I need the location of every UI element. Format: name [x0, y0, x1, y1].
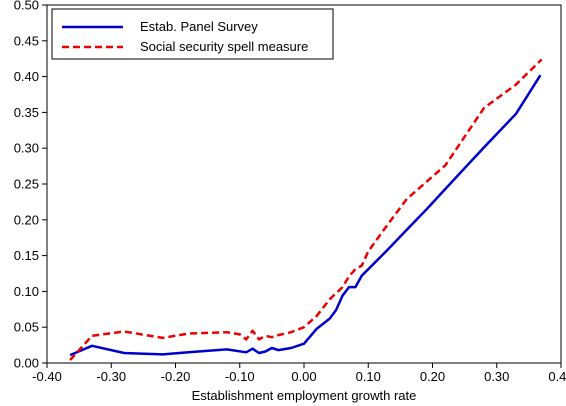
- legend-label-estab-panel-survey: Estab. Panel Survey: [140, 19, 258, 34]
- x-tick-label: 0.10: [356, 369, 381, 384]
- y-tick-label: 0.10: [14, 284, 39, 299]
- legend-box: [51, 8, 334, 60]
- series-line-estab-panel-survey: [69, 74, 542, 357]
- legend-label-social-security-spell-measure: Social security spell measure: [140, 39, 308, 54]
- x-tick-label: 0.30: [484, 369, 509, 384]
- y-tick-label: 0.40: [14, 69, 39, 84]
- y-tick-label: 0.15: [14, 248, 39, 263]
- y-tick-label: 0.30: [14, 141, 39, 156]
- series-layer: [69, 58, 543, 361]
- y-tick-label: 0.25: [14, 177, 39, 192]
- x-tick-label: -0.10: [225, 369, 255, 384]
- series-line-social-security-spell-measure: [69, 58, 543, 361]
- y-tick-label: 0.35: [14, 105, 39, 120]
- x-axis-title: Establishment employment growth rate: [192, 388, 417, 403]
- x-tick-label: -0.20: [161, 369, 191, 384]
- plot-area: [46, 4, 562, 364]
- x-tick-label: 0.40: [548, 369, 566, 384]
- legend: Estab. Panel Survey Social security spel…: [51, 8, 334, 60]
- x-tick-label: -0.30: [96, 369, 126, 384]
- y-tick-label: 0.20: [14, 212, 39, 227]
- y-tick-label: 0.05: [14, 320, 39, 335]
- y-tick-label: 0.00: [14, 356, 39, 371]
- axis-layer: -0.40 -0.30 -0.20 -0.10 0.00 0.10 0.20 0.30 0.4 0…: [14, 0, 566, 384]
- y-tick-label: 0.45: [14, 33, 39, 48]
- x-tick-label: 0.00: [291, 369, 316, 384]
- x-tick-label: 0.20: [420, 369, 445, 384]
- x-tick-label: -0.40: [32, 369, 62, 384]
- y-tick-label: 0.50: [14, 0, 39, 13]
